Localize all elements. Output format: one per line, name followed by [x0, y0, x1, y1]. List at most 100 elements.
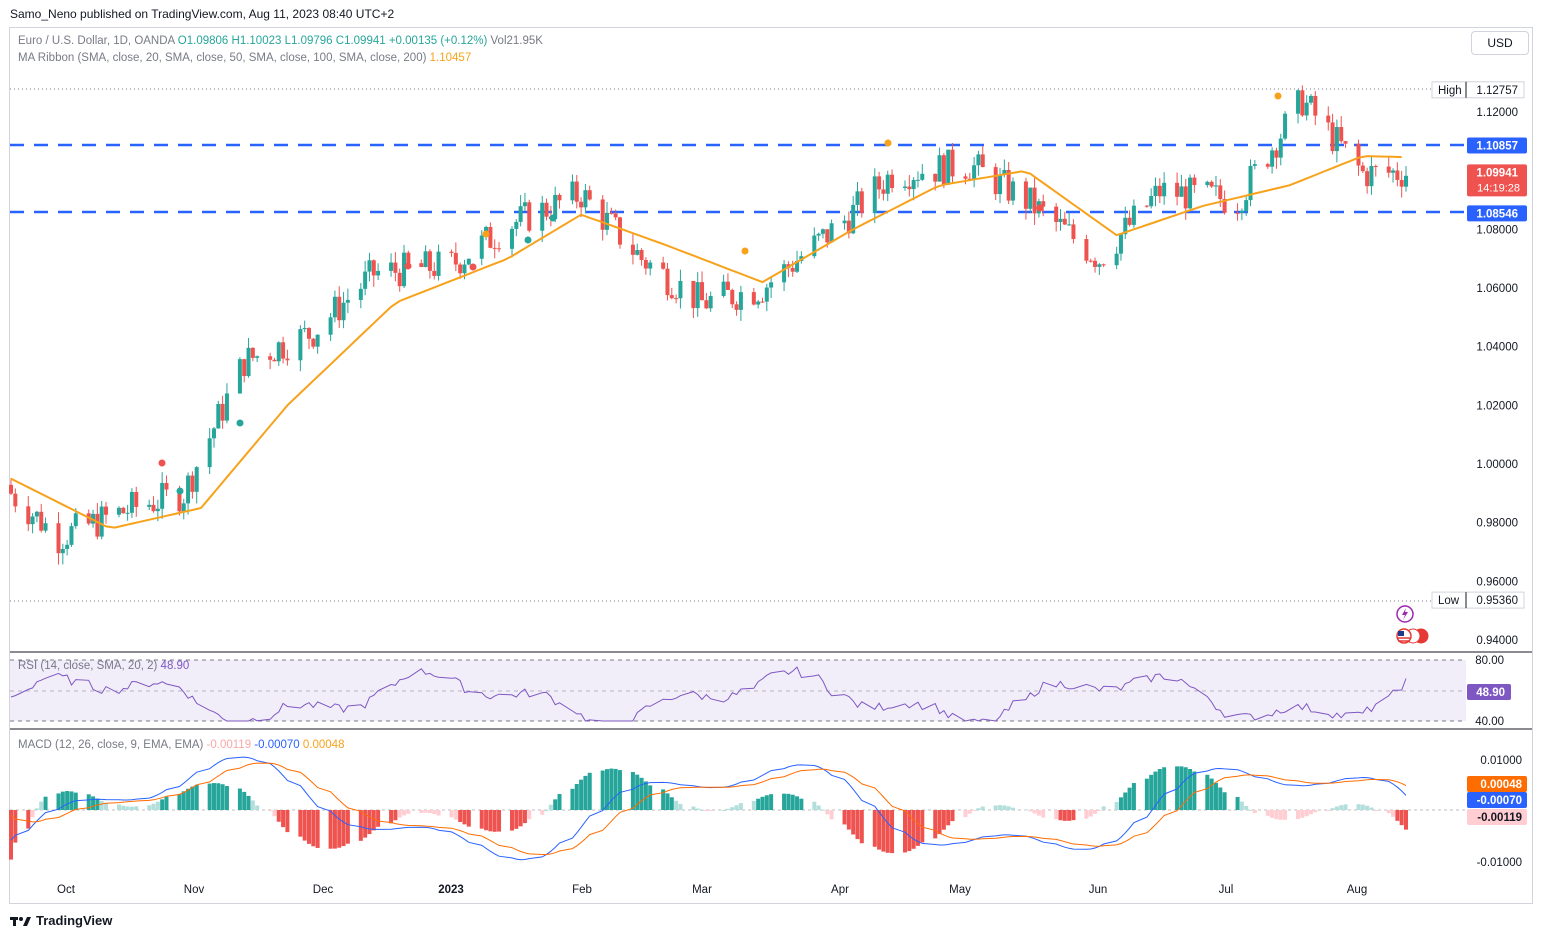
candle	[1088, 258, 1093, 263]
candle	[963, 173, 968, 185]
candle	[700, 271, 705, 301]
macd-histogram-bar	[1300, 810, 1305, 818]
candle	[423, 245, 428, 268]
candle	[268, 352, 273, 370]
candle-body	[674, 298, 679, 300]
candle	[1157, 178, 1162, 204]
macd-histogram-bar	[427, 810, 432, 814]
candle-body	[795, 260, 800, 272]
candle	[600, 195, 605, 241]
candle	[427, 249, 432, 279]
macd-histogram-bar	[134, 806, 139, 810]
candle	[237, 357, 242, 394]
macd-histogram-bar	[255, 805, 260, 810]
macd-histogram-bar	[268, 810, 273, 811]
time-tick-label: Dec	[313, 884, 334, 896]
candle-body	[1326, 115, 1331, 123]
candle-body	[1330, 122, 1335, 152]
signal-dot	[1036, 204, 1044, 212]
macd-value-label: -0.00070	[1467, 792, 1527, 808]
candle	[116, 506, 121, 518]
candle-body	[1304, 102, 1309, 116]
macd-histogram-bar	[95, 798, 100, 810]
candle-body	[812, 235, 817, 257]
macd-histogram-bar	[1205, 774, 1210, 810]
candle	[26, 496, 31, 532]
macd-histogram-bar	[276, 810, 281, 822]
macd-histogram-bar	[756, 798, 761, 810]
candle-body	[1010, 181, 1015, 201]
candle-body	[453, 252, 458, 265]
candle	[782, 259, 787, 291]
macd-histogram-bar	[328, 810, 333, 849]
candle-body	[738, 292, 743, 310]
candle	[976, 150, 981, 176]
candle-body	[639, 250, 644, 260]
macd-histogram-bar	[1002, 805, 1007, 810]
macd-histogram-bar	[1149, 774, 1154, 810]
candle	[751, 287, 756, 306]
macd-histogram-bar	[125, 806, 130, 810]
macd-histogram-bar	[1326, 810, 1331, 811]
macd-histogram-bar	[514, 810, 519, 829]
macd-histogram-bar	[1101, 806, 1106, 810]
lightning-icon[interactable]	[1396, 605, 1414, 623]
macd-histogram-bar	[648, 785, 653, 810]
price-tick-label: 1.08000	[1476, 224, 1518, 236]
candle	[1010, 177, 1015, 206]
macd-histogram-bar	[1213, 782, 1218, 810]
candle	[885, 170, 890, 202]
macd-histogram-bar	[851, 810, 856, 835]
candle	[488, 222, 493, 249]
candle	[1248, 159, 1253, 207]
candle-body	[1153, 185, 1158, 197]
candle-body	[224, 393, 229, 421]
candle	[211, 426, 216, 448]
macd-histogram-bar	[976, 808, 981, 810]
macd-histogram-bar	[492, 810, 497, 832]
candle	[941, 153, 946, 189]
macd-histogram-bar	[579, 779, 584, 810]
candle	[1244, 196, 1249, 216]
candle-body	[678, 280, 683, 299]
candle	[402, 244, 407, 288]
candle-body	[1343, 141, 1348, 144]
candle	[1308, 93, 1313, 105]
candle	[285, 349, 290, 366]
macd-histogram-bar	[1183, 767, 1188, 810]
candle	[920, 163, 925, 181]
us-flag-icons[interactable]	[1396, 628, 1429, 644]
candle-body	[540, 202, 545, 231]
macd-histogram-bar	[1062, 810, 1067, 821]
level-low: Low 0.95360	[1431, 591, 1525, 609]
level-label: Low	[1438, 595, 1460, 607]
rsi-value: 48.90	[1476, 687, 1505, 699]
candle-body	[734, 304, 739, 310]
candle	[799, 251, 804, 264]
candle-body	[492, 247, 497, 249]
candle	[1149, 188, 1154, 209]
candle	[129, 488, 134, 518]
macd-histogram-bar	[795, 796, 800, 810]
macd-histogram-bar	[903, 810, 908, 853]
candle	[583, 183, 588, 214]
candle-body	[1058, 218, 1063, 222]
signal-dot	[176, 487, 184, 495]
price-tick-label: 1.00000	[1476, 459, 1518, 471]
candle-body	[587, 190, 592, 200]
candle-body	[116, 507, 121, 515]
currency-button[interactable]: USD	[1471, 31, 1529, 55]
rsi-tick-label: 80.00	[1475, 655, 1504, 667]
candle-body	[298, 329, 303, 361]
candle-body	[285, 358, 290, 361]
candle-body	[980, 154, 985, 168]
macd-histogram-bar	[393, 810, 398, 821]
candle-body	[1071, 224, 1076, 240]
candle	[397, 268, 402, 292]
candle-body	[1097, 264, 1102, 267]
macd-histogram-bar	[544, 809, 549, 811]
candle-body	[756, 301, 761, 305]
macd-histogram-bar	[1218, 787, 1223, 810]
candle-body	[1270, 150, 1275, 167]
candle	[1274, 147, 1279, 169]
